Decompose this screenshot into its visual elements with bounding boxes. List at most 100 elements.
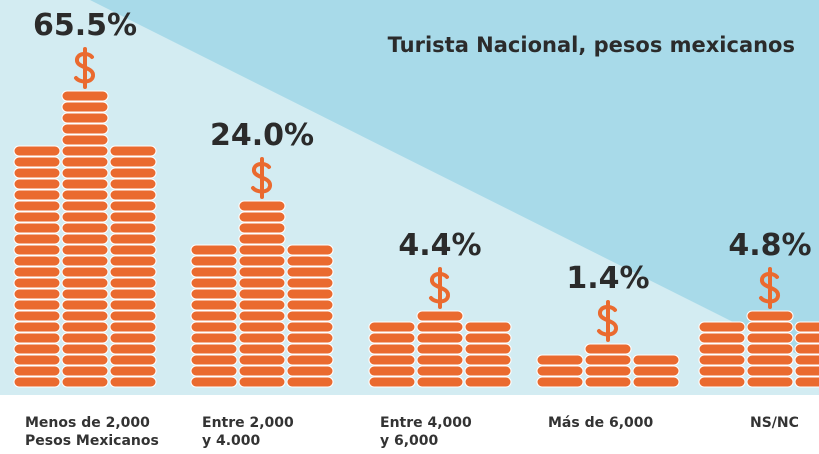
coin — [109, 321, 157, 333]
coin — [368, 354, 416, 366]
coin — [238, 244, 286, 256]
coin — [61, 123, 109, 135]
coin — [286, 321, 334, 333]
coin — [61, 156, 109, 168]
coin — [109, 255, 157, 267]
coin — [190, 321, 238, 333]
coin — [794, 343, 819, 355]
coin — [584, 354, 632, 366]
coin — [109, 233, 157, 245]
coin — [368, 365, 416, 377]
coin — [286, 376, 334, 388]
coin — [190, 288, 238, 300]
coin — [286, 354, 334, 366]
value-label: 1.4% — [566, 261, 649, 296]
coin — [13, 222, 61, 234]
coin — [61, 365, 109, 377]
coin — [286, 277, 334, 289]
background-dark — [90, 0, 819, 365]
dollar-icon — [597, 300, 618, 342]
coin — [109, 178, 157, 190]
coin-stack — [13, 47, 157, 388]
coin — [109, 200, 157, 212]
coin — [238, 343, 286, 355]
coin-stack — [698, 267, 819, 388]
coin — [464, 354, 512, 366]
coin — [109, 266, 157, 278]
coin — [286, 288, 334, 300]
coin — [238, 365, 286, 377]
coin-stack — [536, 300, 680, 388]
coin — [238, 200, 286, 212]
coin — [109, 288, 157, 300]
coin-stack — [190, 157, 334, 388]
coin — [13, 189, 61, 201]
coin — [13, 233, 61, 245]
coin — [794, 365, 819, 377]
coin — [61, 112, 109, 124]
coin — [698, 332, 746, 344]
value-label: 65.5% — [33, 8, 137, 43]
coin — [286, 266, 334, 278]
coin — [109, 211, 157, 223]
coin — [238, 354, 286, 366]
coin — [190, 376, 238, 388]
coin — [190, 244, 238, 256]
coin — [13, 277, 61, 289]
coin — [632, 354, 680, 366]
coin — [13, 211, 61, 223]
coin — [536, 365, 584, 377]
coin — [416, 343, 464, 355]
coin — [238, 233, 286, 245]
coin — [13, 332, 61, 344]
coin — [238, 299, 286, 311]
coin — [416, 376, 464, 388]
coin — [13, 167, 61, 179]
coin — [464, 365, 512, 377]
coin — [794, 354, 819, 366]
coin — [238, 266, 286, 278]
coin — [746, 365, 794, 377]
coin — [536, 354, 584, 366]
coin — [238, 222, 286, 234]
dollar-icon — [251, 157, 272, 199]
coin — [61, 145, 109, 157]
coin — [109, 222, 157, 234]
coin — [190, 310, 238, 322]
coin-stack — [368, 267, 512, 388]
coin — [746, 354, 794, 366]
coin — [464, 321, 512, 333]
coin — [61, 266, 109, 278]
coin — [61, 321, 109, 333]
coin — [61, 167, 109, 179]
coin — [61, 343, 109, 355]
coin — [698, 376, 746, 388]
coin — [61, 354, 109, 366]
coin — [238, 376, 286, 388]
coin — [238, 321, 286, 333]
coin — [698, 321, 746, 333]
coin — [109, 277, 157, 289]
coin — [61, 101, 109, 113]
coin — [13, 354, 61, 366]
coin — [238, 332, 286, 344]
coin — [464, 376, 512, 388]
coin — [698, 365, 746, 377]
coin — [746, 376, 794, 388]
coin — [416, 310, 464, 322]
coin — [286, 310, 334, 322]
coin — [416, 321, 464, 333]
coin — [238, 255, 286, 267]
coin — [109, 145, 157, 157]
coin — [61, 288, 109, 300]
coin — [464, 343, 512, 355]
coin — [238, 277, 286, 289]
coin — [109, 310, 157, 322]
coin — [109, 376, 157, 388]
coin — [13, 244, 61, 256]
coin — [368, 343, 416, 355]
coin — [584, 376, 632, 388]
coin — [746, 310, 794, 322]
coin — [61, 222, 109, 234]
